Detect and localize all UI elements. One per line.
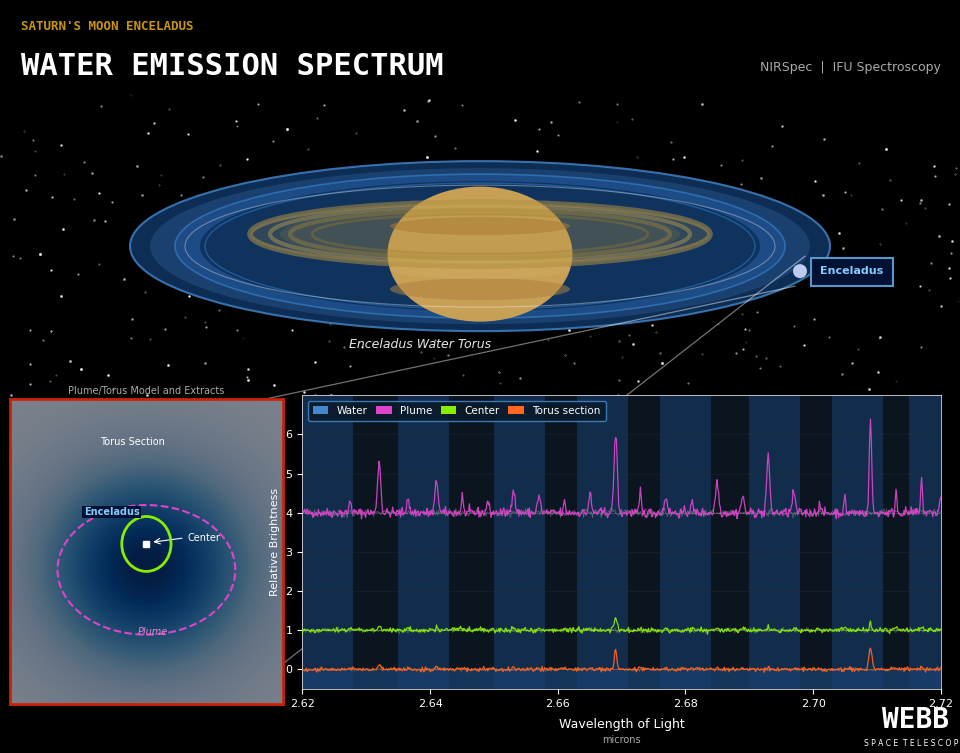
Bar (302, 395, 353, 689)
Ellipse shape (390, 278, 570, 300)
Ellipse shape (390, 236, 570, 256)
Text: Enceladus Water Torus: Enceladus Water Torus (348, 337, 492, 351)
Ellipse shape (390, 217, 570, 235)
Ellipse shape (388, 187, 572, 322)
Bar (832, 395, 883, 689)
Text: Center: Center (187, 533, 220, 543)
Text: NIRSpec  |  IFU Spectroscopy: NIRSpec | IFU Spectroscopy (760, 62, 941, 75)
Bar (398, 395, 449, 689)
Bar (494, 395, 545, 689)
Ellipse shape (130, 161, 830, 331)
Text: SATURN'S MOON ENCELADUS: SATURN'S MOON ENCELADUS (21, 20, 194, 33)
Ellipse shape (150, 168, 810, 324)
Bar (577, 395, 628, 689)
Text: Enceladus: Enceladus (84, 507, 139, 517)
Text: WEBB: WEBB (881, 706, 948, 734)
Ellipse shape (200, 181, 760, 311)
Ellipse shape (250, 202, 710, 266)
Circle shape (793, 264, 807, 278)
Text: Plume: Plume (138, 627, 168, 638)
Bar (750, 395, 801, 689)
Text: Enceladus: Enceladus (821, 266, 883, 276)
Ellipse shape (280, 207, 680, 261)
Bar (660, 395, 711, 689)
FancyBboxPatch shape (811, 258, 893, 286)
Ellipse shape (175, 174, 785, 318)
Y-axis label: Relative Brightness: Relative Brightness (270, 488, 280, 596)
Title: Plume/Torus Model and Extracts: Plume/Torus Model and Extracts (68, 386, 225, 395)
Bar (909, 395, 953, 689)
Text: microns: microns (602, 734, 641, 745)
Legend: Water, Plume, Center, Torus section: Water, Plume, Center, Torus section (307, 401, 606, 421)
Ellipse shape (390, 259, 570, 279)
Text: WATER EMISSION SPECTRUM: WATER EMISSION SPECTRUM (21, 53, 444, 81)
Text: S P A C E  T E L E S C O P E: S P A C E T E L E S C O P E (864, 739, 960, 748)
Text: Torus Section: Torus Section (100, 437, 165, 447)
Text: Wavelength of Light: Wavelength of Light (559, 718, 684, 731)
